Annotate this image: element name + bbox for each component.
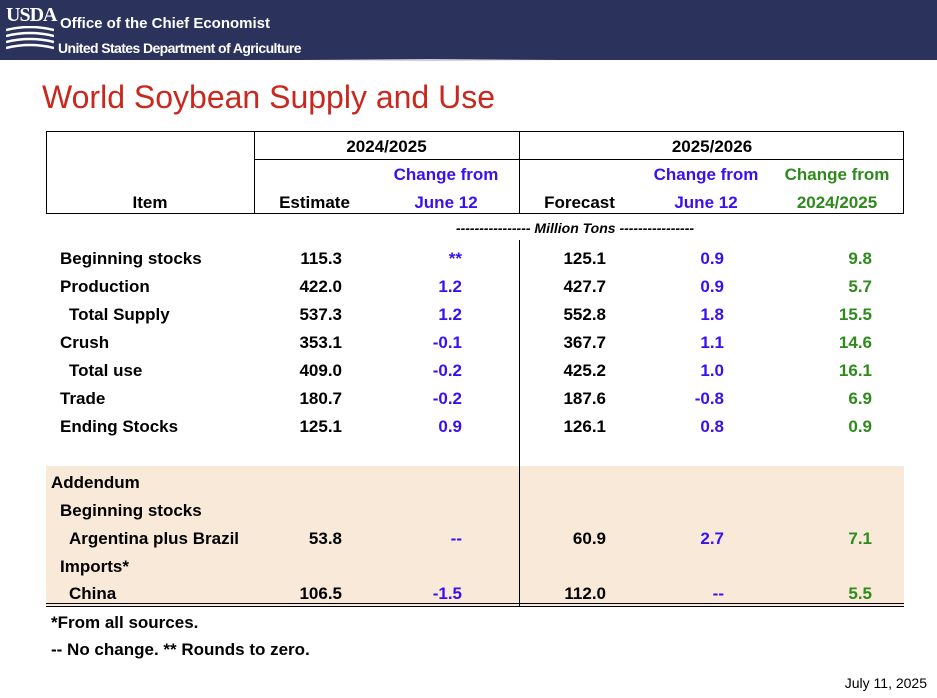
cell-forecast: 552.8 xyxy=(563,305,606,324)
cell-change-june-2: -0.8 xyxy=(694,389,724,408)
cell-change-year: 0.9 xyxy=(848,417,872,436)
header-item: Item xyxy=(132,193,168,212)
cell-estimate: 409.0 xyxy=(299,361,342,380)
cell-forecast: 125.1 xyxy=(563,249,606,268)
cell-change-year: 6.9 xyxy=(848,389,872,408)
row-label: Production xyxy=(60,277,150,296)
cell-change-year: 14.6 xyxy=(838,333,872,352)
header-change-june-1: Change from xyxy=(393,165,499,184)
row-label: China xyxy=(69,584,117,603)
page-title: World Soybean Supply and Use xyxy=(42,79,496,115)
cell-forecast: 187.6 xyxy=(563,389,606,408)
cell-change-june-1: -0.1 xyxy=(432,333,462,352)
units-label: ---------------- Million Tons ----------… xyxy=(455,220,695,236)
addendum-section xyxy=(46,466,904,606)
report-date: July 11, 2025 xyxy=(844,675,927,691)
header-banner: USDA Office of the Chief Economist Unite… xyxy=(0,0,937,60)
header-forecast: Forecast xyxy=(544,193,615,212)
cell-change-june-2: 0.9 xyxy=(700,249,724,268)
table-bottom-rule xyxy=(46,603,904,607)
cell-change-june-1: 1.2 xyxy=(438,277,462,296)
header-estimate: Estimate xyxy=(279,193,350,212)
org-name: Office of the Chief Economist xyxy=(60,15,271,32)
table-header-frame xyxy=(46,131,904,214)
cell-estimate: 422.0 xyxy=(299,277,342,296)
cell-change-year: 15.5 xyxy=(838,305,872,324)
cell-change-year: 16.1 xyxy=(838,361,872,380)
header-june12-2: June 12 xyxy=(674,193,738,212)
cell-estimate: 106.5 xyxy=(299,584,342,603)
cell-change-june-2: 2.7 xyxy=(700,529,724,548)
cell-forecast: 367.7 xyxy=(563,333,606,352)
header-year2: 2025/2026 xyxy=(671,137,753,156)
addendum-label: Addendum xyxy=(51,473,140,492)
cell-change-year: 5.5 xyxy=(848,584,872,603)
row-label: Total use xyxy=(69,361,143,380)
cell-change-june-1: 1.2 xyxy=(438,305,462,324)
addendum-imports: Imports* xyxy=(60,557,129,576)
cell-forecast: 112.0 xyxy=(564,584,606,603)
department-name: United States Department of Agriculture xyxy=(58,40,302,56)
cell-change-june-1: -- xyxy=(450,529,462,548)
cell-forecast: 427.7 xyxy=(563,277,606,296)
cell-forecast: 425.2 xyxy=(563,361,606,380)
cell-change-june-2: 1.1 xyxy=(700,333,724,352)
cell-forecast: 60.9 xyxy=(572,529,606,548)
cell-change-year: 5.7 xyxy=(848,277,872,296)
addendum-col-divider xyxy=(519,466,520,606)
header-year1: 2024/2025 xyxy=(346,137,427,156)
cell-change-june-2: 1.8 xyxy=(700,305,724,324)
cell-change-june-2: 0.8 xyxy=(700,417,724,436)
header-prev-year: 2024/2025 xyxy=(796,193,878,212)
cell-change-june-1: -0.2 xyxy=(432,389,462,408)
header-col-divider-item xyxy=(254,131,255,214)
footnote-legend: -- No change. ** Rounds to zero. xyxy=(51,640,310,659)
header-june12-1: June 12 xyxy=(414,193,478,212)
usda-logo-arcs-icon xyxy=(6,26,54,50)
cell-estimate: 115.3 xyxy=(300,249,342,268)
cell-estimate: 353.1 xyxy=(299,333,342,352)
row-label: Total Supply xyxy=(69,305,170,324)
cell-change-june-1: 0.9 xyxy=(438,417,462,436)
row-label: Trade xyxy=(60,389,106,408)
cell-change-june-1: ** xyxy=(448,249,462,268)
addendum-beginning-stocks: Beginning stocks xyxy=(60,501,202,520)
cell-estimate: 53.8 xyxy=(308,529,342,548)
usda-logo-text: USDA xyxy=(6,4,57,26)
row-label: Argentina plus Brazil xyxy=(69,529,240,548)
cell-change-june-2: -- xyxy=(712,584,724,603)
cell-estimate: 180.7 xyxy=(299,389,342,408)
header-col-divider-years xyxy=(519,131,520,214)
banner-divider xyxy=(300,59,560,61)
row-label: Beginning stocks xyxy=(60,249,202,268)
header-change-year: Change from xyxy=(784,165,890,184)
row-label: Ending Stocks xyxy=(60,417,179,436)
footnote-sources: *From all sources. xyxy=(51,613,199,632)
cell-change-year: 7.1 xyxy=(848,529,872,548)
cell-change-june-1: -1.5 xyxy=(432,584,462,603)
cell-change-june-2: 1.0 xyxy=(700,361,724,380)
usda-logo: USDA xyxy=(6,4,57,56)
cell-estimate: 537.3 xyxy=(299,305,342,324)
cell-change-year: 9.8 xyxy=(848,249,872,268)
header-change-june-2: Change from xyxy=(653,165,759,184)
cell-forecast: 126.1 xyxy=(563,417,606,436)
cell-change-june-2: 0.9 xyxy=(700,277,724,296)
cell-change-june-1: -0.2 xyxy=(432,361,462,380)
header-divider xyxy=(254,159,904,160)
body-col-divider xyxy=(519,240,520,606)
row-label: Crush xyxy=(60,333,110,352)
cell-estimate: 125.1 xyxy=(299,417,342,436)
